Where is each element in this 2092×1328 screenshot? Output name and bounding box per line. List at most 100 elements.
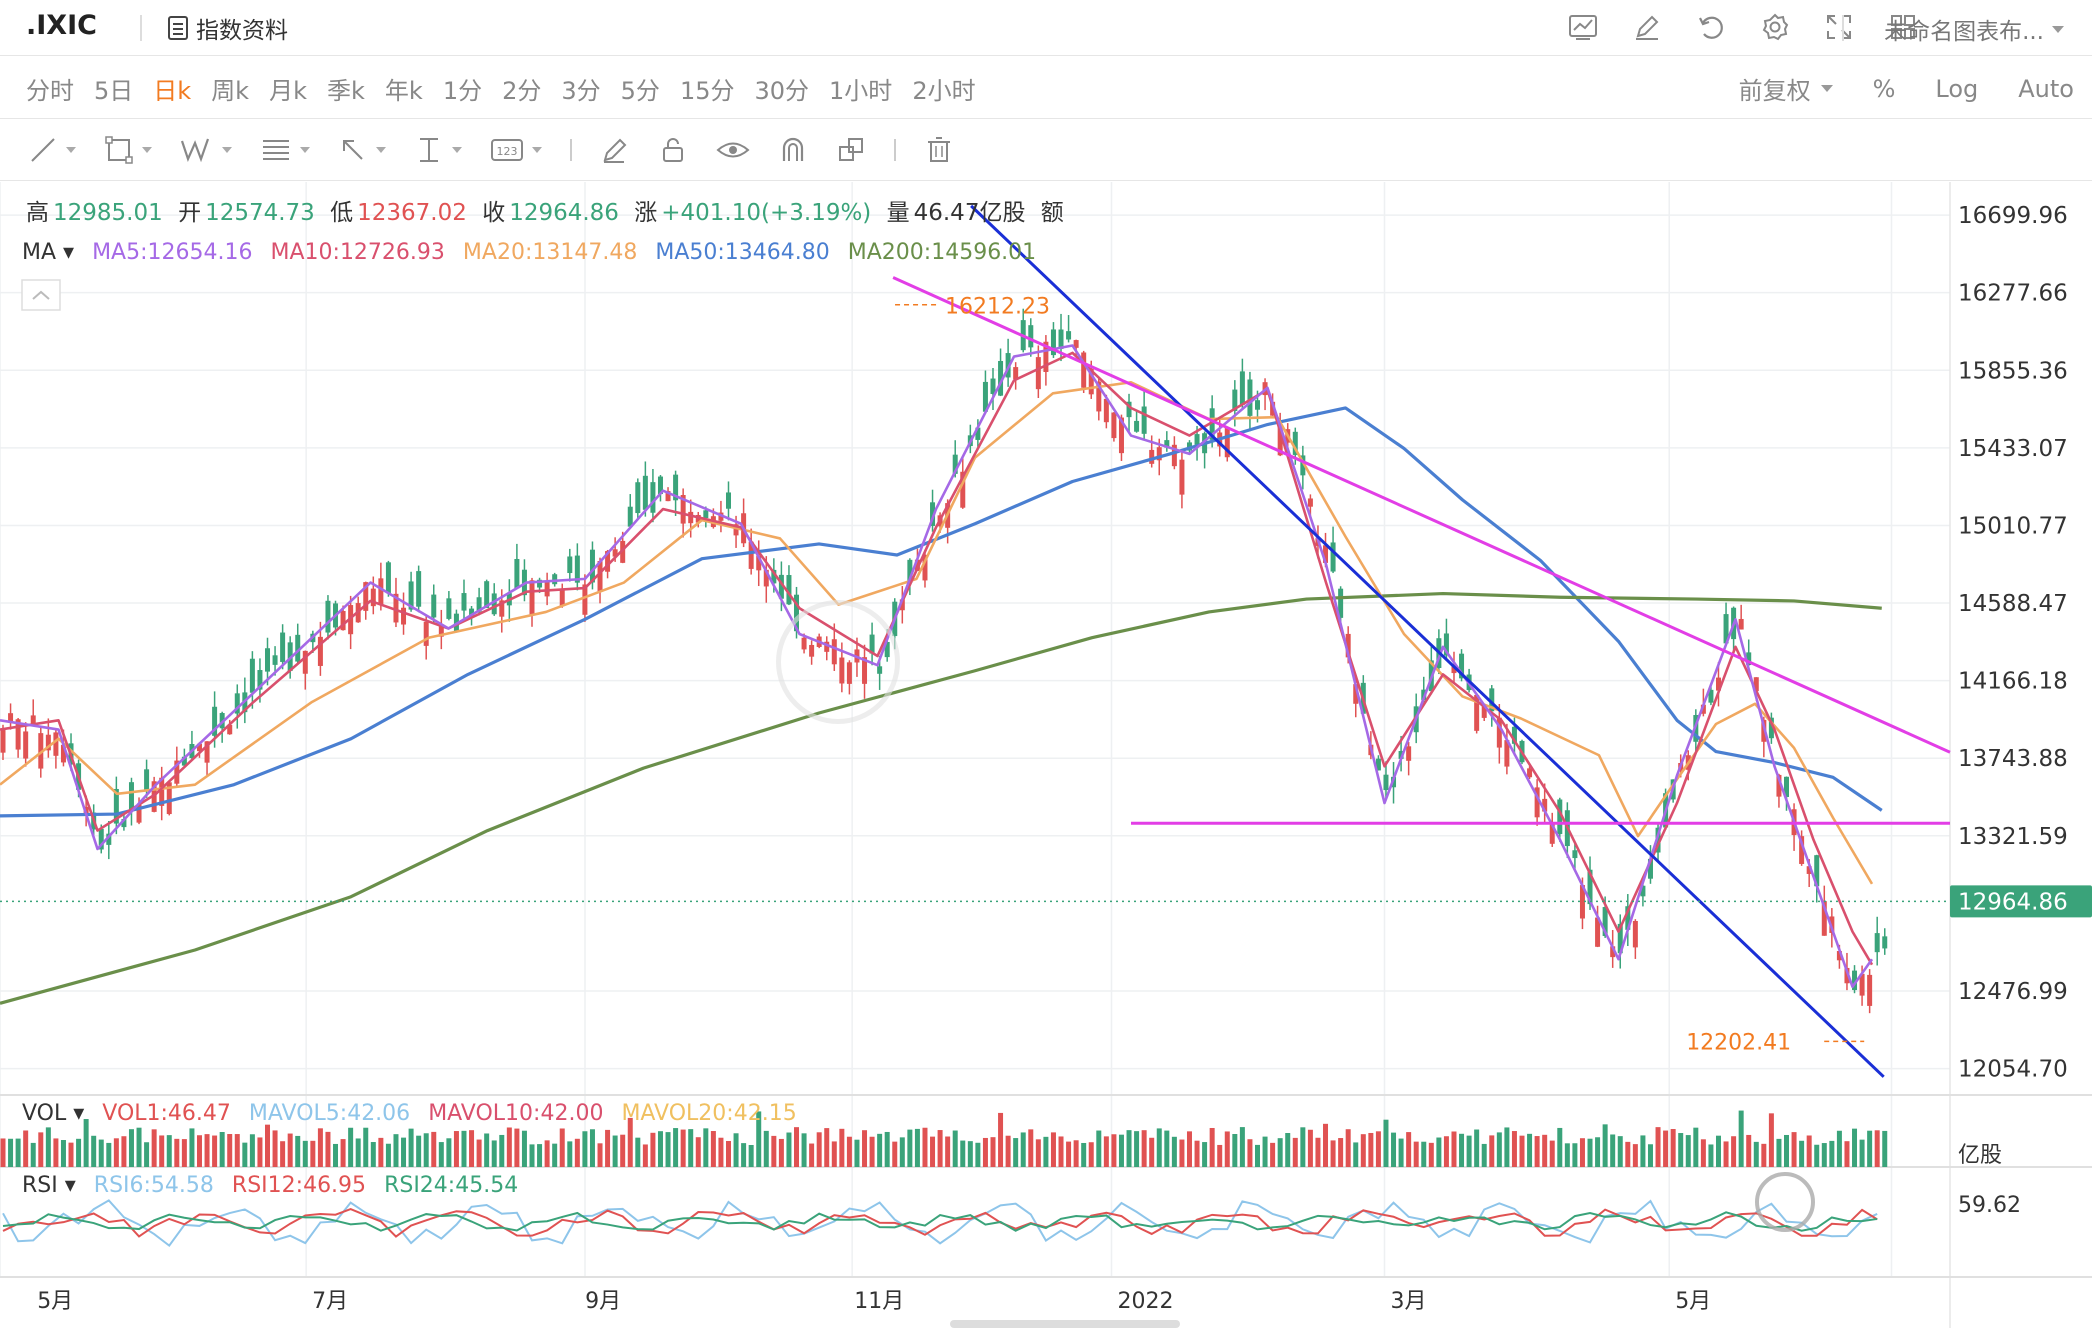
period-tab[interactable]: 1分 [442, 77, 483, 105]
period-tab[interactable]: 月k [269, 77, 307, 105]
candle-body [128, 782, 134, 810]
period-tab[interactable]: 5分 [620, 77, 660, 105]
draw-icon[interactable] [1628, 8, 1666, 46]
volume-bar [748, 1144, 754, 1167]
period-tab[interactable]: 周k [211, 77, 250, 105]
volume-bar [166, 1135, 172, 1167]
candle-body [1534, 787, 1540, 818]
index-info-button[interactable]: 指数资料 [168, 12, 288, 44]
volume-bar [257, 1137, 263, 1167]
candle-body [725, 492, 731, 509]
vol-legend[interactable]: VOL ▾ VOL1:46.47 MAVOL5:42.06 MAVOL10:42.00… [22, 1101, 797, 1126]
candle-body [1141, 406, 1147, 434]
percent-toggle[interactable]: % [1872, 74, 1896, 103]
volume-bar [1753, 1141, 1759, 1167]
candle-body [620, 540, 626, 563]
volume-bar [786, 1132, 792, 1167]
volume-bar [295, 1135, 301, 1167]
candle-body [280, 632, 286, 662]
rsi-legend[interactable]: RSI ▾ RSI6:54.58 RSI12:46.95 RSI24:45.54 [22, 1173, 518, 1198]
candle-body [1859, 973, 1865, 996]
volume-bar [1028, 1129, 1034, 1167]
volume-bar [1202, 1142, 1208, 1167]
reset-icon[interactable] [1692, 8, 1730, 46]
volume-bar [952, 1130, 958, 1167]
candle-body [45, 734, 51, 751]
candle-body [990, 378, 996, 394]
visibility-tool[interactable] [716, 133, 750, 167]
measure-tool[interactable] [414, 133, 462, 167]
magnet-tool[interactable] [778, 133, 808, 167]
ma-legend[interactable]: MA ▾ MA5:12654.16 MA10:12726.93 MA20:13147.… [22, 240, 1036, 265]
period-tab[interactable]: 3分 [561, 77, 601, 105]
candles [0, 308, 1888, 1014]
candle-body [1149, 449, 1155, 464]
volume-bar [718, 1137, 724, 1167]
volume-bar [1867, 1130, 1873, 1167]
horizontal-scrollbar[interactable] [950, 1320, 1180, 1328]
period-tab[interactable]: 季k [327, 77, 365, 105]
volume-bar [1330, 1140, 1336, 1167]
candle-body [1700, 704, 1706, 714]
time-tick-label: 9月 [585, 1289, 621, 1314]
pencil-tool[interactable] [600, 133, 630, 167]
chart-layout-selector[interactable]: 未命名图表布... [1884, 12, 2064, 46]
fullscreen-icon[interactable] [1820, 8, 1858, 46]
volume-bar [998, 1112, 1004, 1167]
volume-bar [1300, 1127, 1306, 1167]
text-tool[interactable]: 123 [490, 133, 542, 167]
time-tick-label: 11月 [854, 1289, 904, 1314]
volume-bar [1738, 1110, 1744, 1167]
period-tab[interactable]: 2分 [502, 77, 542, 105]
arrow-tool[interactable] [338, 133, 386, 167]
collapse-button[interactable] [21, 279, 61, 311]
volume-bar [469, 1130, 475, 1167]
volume-bar [1383, 1119, 1389, 1167]
layout-icon[interactable] [1884, 8, 1922, 46]
settings-icon[interactable] [1756, 8, 1794, 46]
volume-bar [1020, 1132, 1026, 1167]
rectangle-tool[interactable] [104, 133, 152, 167]
volume-bar [1164, 1130, 1170, 1167]
candlestick-chart[interactable]: 16212.23 12202.41 16699.96 16277.66 15855.3… [0, 182, 2092, 1328]
volume-bar [725, 1140, 731, 1167]
indicator-icon[interactable] [1564, 8, 1602, 46]
trendlines[interactable] [892, 204, 1951, 1078]
wave-tool[interactable] [180, 133, 232, 167]
period-tab[interactable]: 分时 [26, 77, 74, 105]
candle-body [718, 512, 724, 521]
period-tab[interactable]: 1小时 [829, 77, 893, 105]
volume-bar [340, 1139, 346, 1167]
candle-body [144, 769, 150, 791]
volume-bar [1436, 1137, 1442, 1167]
duplicate-tool[interactable] [836, 133, 866, 167]
rsi-pane: RSI ▾ RSI6:54.58 RSI12:46.95 RSI24:45.54 59.… [2, 1173, 2021, 1248]
candle-body [1096, 381, 1102, 412]
candle-body [1013, 367, 1019, 380]
volume-bar [1519, 1135, 1525, 1167]
volume-bar [1836, 1130, 1842, 1167]
adjust-selector[interactable]: 前复权 [1739, 71, 1833, 106]
volume-bar [1829, 1140, 1835, 1167]
candle-body [1164, 440, 1170, 448]
volume-bar [1489, 1135, 1495, 1167]
period-tab[interactable]: 日k [153, 77, 192, 105]
log-toggle[interactable]: Log [1935, 74, 1979, 103]
candle-body [1799, 836, 1805, 864]
period-tab[interactable]: 年k [384, 77, 423, 105]
symbol-label[interactable]: .IXIC [26, 10, 97, 41]
period-tab[interactable]: 2小时 [912, 77, 976, 105]
candle-body [1579, 885, 1585, 919]
candle-body [295, 634, 301, 662]
volume-bar [529, 1144, 535, 1167]
auto-toggle[interactable]: Auto [2018, 74, 2074, 103]
period-tab[interactable]: 30分 [754, 77, 810, 105]
fib-tool[interactable] [260, 133, 310, 167]
volume-bar [1844, 1141, 1850, 1167]
period-tab[interactable]: 5日 [94, 77, 134, 105]
lock-tool[interactable] [658, 133, 688, 167]
line-tool[interactable] [28, 133, 76, 167]
period-tab[interactable]: 15分 [679, 77, 735, 105]
delete-tool[interactable] [924, 133, 954, 167]
volume-bar [1194, 1140, 1200, 1167]
